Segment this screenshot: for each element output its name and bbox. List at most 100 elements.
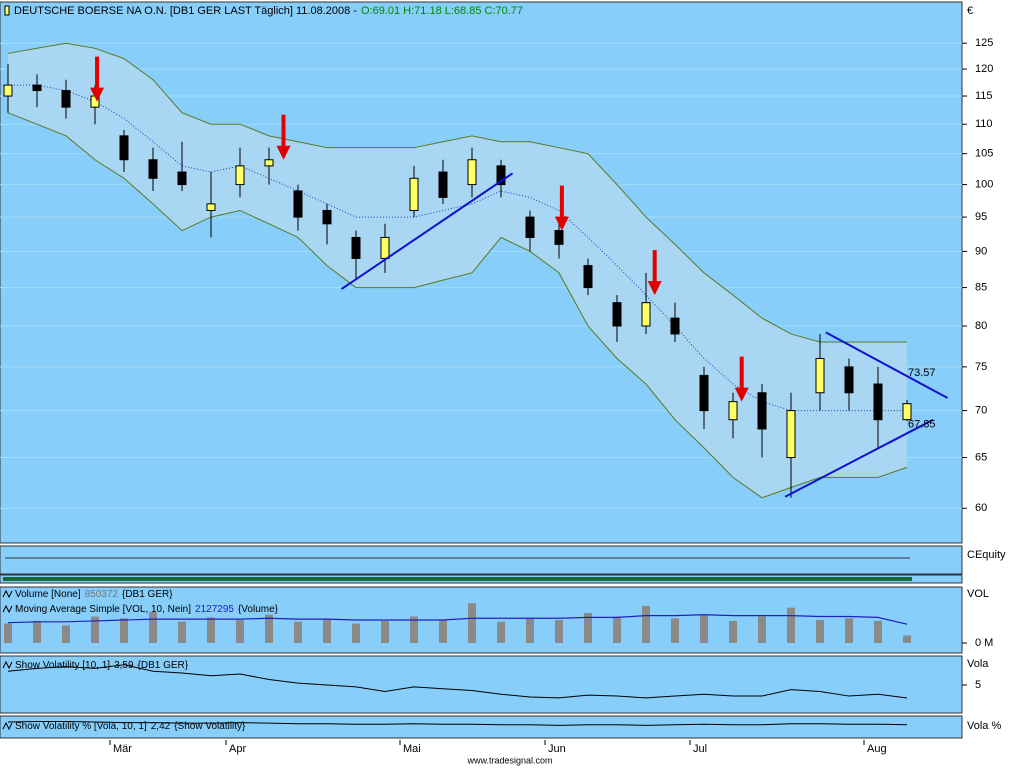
candle-body bbox=[554, 230, 564, 245]
candle-body bbox=[583, 265, 593, 289]
candle-body bbox=[786, 410, 796, 459]
volume-bar bbox=[410, 616, 418, 643]
title: DEUTSCHE BOERSE NA O.N. [DB1 GER LAST Tä… bbox=[14, 5, 523, 17]
legend-name: Volume [None] bbox=[15, 589, 81, 600]
trend-line bbox=[784, 418, 934, 498]
candle-body bbox=[293, 190, 303, 218]
candle-body bbox=[119, 135, 129, 161]
vola-pct-axis-label: Vola % bbox=[967, 720, 1001, 732]
title-icon bbox=[4, 5, 10, 16]
volume-axis-label: VOL bbox=[967, 588, 989, 600]
signal-arrow bbox=[554, 185, 569, 231]
candle-body bbox=[380, 236, 390, 259]
footer: www.tradesignal.com bbox=[466, 755, 552, 765]
volume-bar bbox=[265, 614, 273, 643]
legend-entry: Show Volatility [10, 1] 3,59 {DB1 GER} bbox=[15, 660, 189, 671]
legend-name: Show Volatility % [Vola, 10, 1] bbox=[15, 721, 147, 732]
legend-icon bbox=[2, 660, 13, 670]
strip-bar bbox=[3, 577, 912, 581]
volume-bar bbox=[497, 621, 505, 643]
volume-bar bbox=[584, 612, 592, 643]
y-tick-label: 75 bbox=[975, 361, 987, 373]
band-middle bbox=[8, 84, 907, 412]
volume-bar bbox=[178, 621, 186, 643]
series-line bbox=[7, 664, 908, 699]
volume-bar bbox=[700, 614, 708, 643]
band-fill bbox=[8, 43, 907, 498]
x-tick-label: Jul bbox=[693, 743, 707, 755]
volume-panel bbox=[0, 586, 963, 654]
volume-bar bbox=[294, 621, 302, 643]
candle-body bbox=[322, 209, 332, 225]
signal-arrow bbox=[647, 250, 662, 296]
legend-icon bbox=[2, 604, 13, 614]
candle-body bbox=[902, 403, 912, 421]
series-line bbox=[7, 721, 908, 726]
candle-body bbox=[148, 159, 158, 179]
candle-body bbox=[206, 203, 216, 211]
candle-body bbox=[496, 165, 506, 186]
candle-body bbox=[351, 236, 361, 259]
signal-arrow bbox=[90, 56, 105, 102]
y-tick-label: 100 bbox=[975, 179, 993, 191]
volume-bar bbox=[149, 612, 157, 643]
volatility-pct-panel bbox=[0, 715, 963, 739]
volume-bar bbox=[555, 620, 563, 643]
candle-body bbox=[815, 357, 825, 394]
legend-entry: Show Volatility % [Vola, 10, 1] 2,42 {Show… bbox=[15, 721, 246, 732]
candle-body bbox=[235, 165, 245, 186]
legend-icon bbox=[2, 589, 13, 599]
y-tick-label: 80 bbox=[975, 320, 987, 332]
x-tick-label: Aug bbox=[867, 743, 887, 755]
candle-body bbox=[670, 317, 680, 335]
legend-entry: Moving Average Simple [VOL, 10, Nein] 212… bbox=[15, 604, 279, 615]
candle-body bbox=[757, 392, 767, 430]
volume-bar bbox=[62, 625, 70, 643]
legend-value: 850372 bbox=[85, 589, 119, 600]
legend-value: 3,59 bbox=[114, 660, 134, 671]
trend-line bbox=[825, 331, 949, 399]
volume-bar bbox=[323, 619, 331, 643]
y-tick-label: 95 bbox=[975, 211, 987, 223]
equity-label: CEquity bbox=[967, 549, 1006, 561]
band-line bbox=[7, 112, 908, 499]
candle-body bbox=[699, 374, 709, 412]
y-tick-label: 0 M bbox=[975, 637, 993, 649]
ma-line bbox=[7, 614, 908, 625]
title-text: DEUTSCHE BOERSE NA O.N. [DB1 GER LAST Tä… bbox=[14, 5, 357, 17]
legend-source: {DB1 GER} bbox=[138, 660, 189, 671]
volume-bar bbox=[874, 620, 882, 643]
legend-source: {DB1 GER} bbox=[122, 589, 173, 600]
signal-arrow bbox=[276, 114, 291, 160]
volume-bar bbox=[468, 603, 476, 643]
volume-bar bbox=[381, 620, 389, 643]
candle-body bbox=[409, 177, 419, 211]
volume-bar bbox=[758, 616, 766, 643]
volume-bar bbox=[787, 607, 795, 643]
volume-bar bbox=[729, 620, 737, 643]
candle-body bbox=[3, 84, 13, 97]
legend-icon bbox=[2, 721, 13, 731]
candle-body bbox=[32, 84, 42, 92]
y-tick-label: 70 bbox=[975, 405, 987, 417]
y-tick-label: 120 bbox=[975, 63, 993, 75]
trend-line bbox=[340, 172, 514, 290]
x-tick-label: Mär bbox=[113, 743, 132, 755]
volume-bar bbox=[352, 623, 360, 643]
y-tick-label: 115 bbox=[975, 90, 993, 102]
y-tick-label: 65 bbox=[975, 451, 987, 463]
volume-bar bbox=[903, 635, 911, 643]
x-tick-label: Jun bbox=[548, 743, 566, 755]
legend-value: 2127295 bbox=[195, 604, 234, 615]
y-tick-label: 85 bbox=[975, 281, 987, 293]
legend-value: 2,42 bbox=[151, 721, 171, 732]
volume-bar bbox=[207, 617, 215, 643]
legend-name: Moving Average Simple [VOL, 10, Nein] bbox=[15, 604, 191, 615]
volume-bar bbox=[671, 618, 679, 643]
candle-body bbox=[264, 159, 274, 167]
band-line bbox=[7, 42, 907, 343]
volatility-panel bbox=[0, 655, 963, 714]
signal-arrow bbox=[734, 356, 749, 402]
volume-bar bbox=[642, 605, 650, 643]
